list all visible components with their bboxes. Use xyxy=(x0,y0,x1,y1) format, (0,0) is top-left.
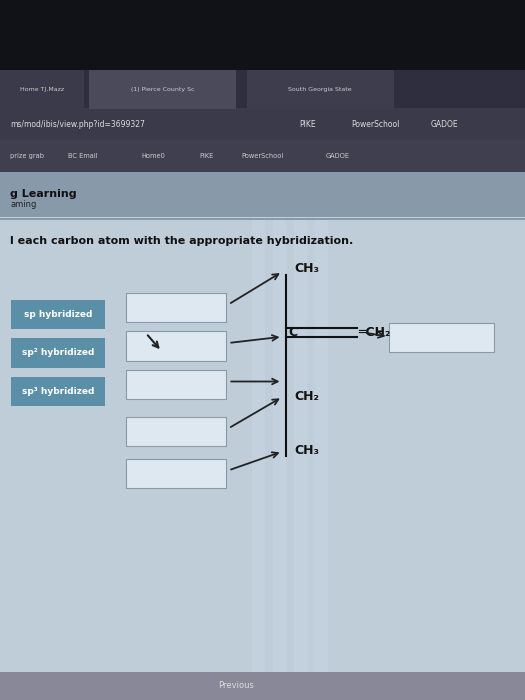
Bar xyxy=(273,172,286,700)
Bar xyxy=(126,458,226,488)
Bar xyxy=(0,0,525,70)
Text: sp hybridized: sp hybridized xyxy=(24,310,92,319)
Bar xyxy=(126,370,226,399)
Bar xyxy=(126,331,226,360)
Text: CH₂: CH₂ xyxy=(294,390,319,402)
Bar xyxy=(10,377,105,406)
Text: ms/mod/ibis/view.php?id=3699327: ms/mod/ibis/view.php?id=3699327 xyxy=(10,120,145,129)
Bar xyxy=(252,172,265,700)
Text: PowerSchool: PowerSchool xyxy=(352,120,400,129)
Text: g Learning: g Learning xyxy=(10,189,77,199)
Text: GADOE: GADOE xyxy=(326,153,350,159)
Text: aming: aming xyxy=(10,200,37,209)
Bar xyxy=(294,172,307,700)
Text: PIKE: PIKE xyxy=(299,120,316,129)
Bar xyxy=(0,140,525,172)
Bar xyxy=(0,172,525,700)
Bar xyxy=(0,70,84,108)
Bar xyxy=(0,672,525,700)
Bar xyxy=(0,108,525,140)
Text: South Georgia State: South Georgia State xyxy=(288,87,352,92)
Bar xyxy=(126,416,226,446)
Text: (1) Pierce County Sc: (1) Pierce County Sc xyxy=(131,87,194,92)
Text: prize grab: prize grab xyxy=(10,153,45,159)
Text: sp² hybridized: sp² hybridized xyxy=(22,349,94,357)
Text: sp³ hybridized: sp³ hybridized xyxy=(22,387,94,395)
Bar xyxy=(0,172,525,217)
Bar xyxy=(247,70,394,108)
Text: Home0: Home0 xyxy=(142,153,165,159)
Text: PowerSchool: PowerSchool xyxy=(242,153,284,159)
Text: PIKE: PIKE xyxy=(200,153,214,159)
Bar xyxy=(126,293,226,322)
Text: C: C xyxy=(289,326,298,339)
Text: Previous: Previous xyxy=(218,682,254,690)
Bar xyxy=(315,172,328,700)
Text: CH₃: CH₃ xyxy=(294,444,319,457)
Text: Home TJ.Mazz: Home TJ.Mazz xyxy=(20,87,64,92)
Bar xyxy=(10,338,105,368)
Bar xyxy=(388,323,494,352)
Bar xyxy=(89,70,236,108)
Text: l each carbon atom with the appropriate hybridization.: l each carbon atom with the appropriate … xyxy=(10,237,354,246)
Bar xyxy=(0,70,525,108)
Text: GADOE: GADOE xyxy=(430,120,458,129)
Text: ═CH₂: ═CH₂ xyxy=(359,326,391,339)
Text: BC Email: BC Email xyxy=(68,153,98,159)
Text: CH₃: CH₃ xyxy=(294,262,319,275)
Bar xyxy=(10,300,105,329)
Bar xyxy=(0,218,525,220)
